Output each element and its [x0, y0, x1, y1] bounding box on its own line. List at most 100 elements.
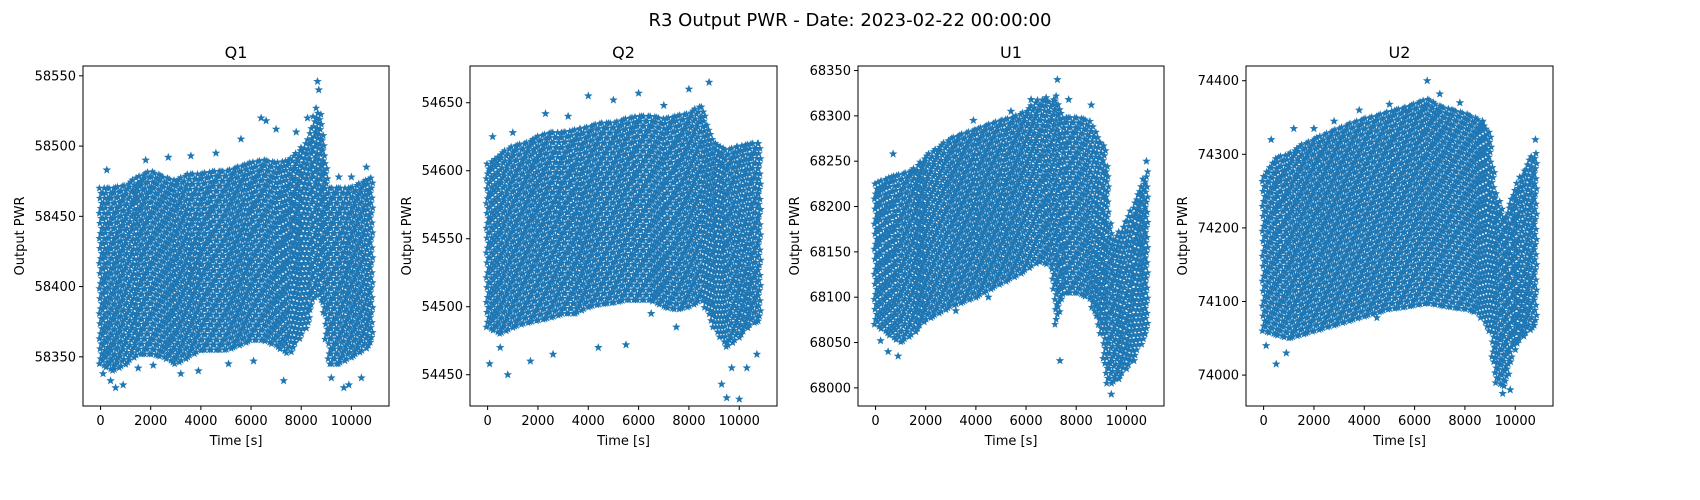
data-point: [515, 165, 524, 173]
data-point: [308, 169, 317, 178]
data-point: [600, 189, 609, 197]
data-point: [585, 167, 594, 175]
data-point: [99, 315, 107, 324]
data-point: [519, 179, 528, 188]
data-point: [557, 208, 566, 217]
data-point: [497, 328, 506, 336]
data-point: [489, 311, 498, 319]
data-point: [146, 289, 155, 297]
data-point: [528, 211, 537, 219]
data-point: [594, 174, 603, 183]
data-point: [226, 250, 234, 258]
data-point: [156, 312, 165, 320]
data-point: [200, 345, 209, 354]
data-point: [126, 242, 135, 250]
data-point: [269, 199, 278, 207]
data-point: [167, 305, 175, 314]
data-point: [521, 278, 530, 287]
data-point: [251, 276, 260, 284]
data-point: [289, 252, 298, 261]
data-point: [201, 305, 210, 313]
data-point: [97, 289, 106, 297]
data-point: [344, 284, 353, 293]
data-point: [193, 170, 202, 178]
data-point: [281, 331, 290, 340]
data-point: [348, 207, 357, 216]
data-point: [319, 257, 328, 266]
data-point: [187, 280, 196, 289]
data-point: [588, 176, 597, 184]
data-point: [270, 259, 279, 268]
data-point: [587, 147, 596, 155]
data-point: [243, 276, 252, 284]
data-point: [585, 132, 594, 140]
data-point: [591, 230, 600, 239]
data-point: [153, 175, 162, 183]
data-point: [262, 281, 271, 290]
data-point: [280, 261, 289, 270]
data-point: [485, 294, 494, 302]
data-point: [570, 264, 578, 273]
data-point: [594, 275, 603, 283]
data-point: [152, 230, 161, 239]
data-point: [216, 306, 225, 314]
data-point: [302, 324, 311, 332]
data-point: [301, 304, 310, 312]
data-point: [98, 204, 107, 212]
data-point: [181, 344, 190, 353]
data-point: [119, 320, 128, 329]
data-point: [507, 202, 516, 211]
data-point: [213, 236, 222, 245]
data-point: [118, 307, 127, 315]
data-point: [197, 300, 206, 308]
data-point: [158, 198, 167, 206]
data-point: [495, 195, 504, 203]
data-point: [288, 172, 296, 180]
data-point: [344, 299, 352, 308]
data-point: [114, 278, 123, 286]
data-point: [258, 300, 267, 309]
data-point: [579, 279, 588, 288]
data-point: [107, 219, 116, 228]
data-point: [204, 208, 213, 217]
data-point: [315, 215, 324, 224]
data-point: [513, 316, 522, 324]
data-point: [135, 295, 144, 304]
data-point: [570, 299, 579, 307]
data-point: [207, 246, 216, 255]
data-point: [271, 254, 280, 263]
data-point: [161, 194, 170, 202]
data-point: [573, 283, 581, 291]
data-point: [158, 347, 167, 356]
data-point: [577, 230, 586, 239]
data-point: [564, 299, 572, 307]
data-point: [248, 199, 257, 207]
data-point: [366, 338, 375, 346]
data-point: [269, 268, 278, 277]
data-point: [592, 175, 601, 184]
data-point: [305, 288, 314, 297]
data-point: [141, 219, 150, 228]
data-point: [606, 243, 615, 252]
data-point: [571, 195, 580, 203]
data-point: [580, 174, 589, 182]
data-point: [357, 197, 366, 206]
data-point: [168, 297, 177, 305]
outlier-point: [106, 376, 115, 385]
data-point: [280, 161, 289, 170]
data-point: [524, 297, 533, 306]
data-point: [340, 198, 349, 207]
data-point: [183, 204, 192, 213]
data-point: [339, 302, 348, 310]
data-point: [330, 329, 339, 338]
data-point: [537, 285, 546, 293]
data-point: [309, 137, 318, 146]
data-point: [249, 192, 258, 201]
data-point: [111, 223, 119, 232]
data-point: [485, 268, 494, 277]
data-point: [245, 332, 254, 340]
data-point: [304, 170, 313, 178]
data-point: [330, 194, 339, 202]
data-point: [149, 184, 158, 192]
data-point: [223, 166, 232, 175]
